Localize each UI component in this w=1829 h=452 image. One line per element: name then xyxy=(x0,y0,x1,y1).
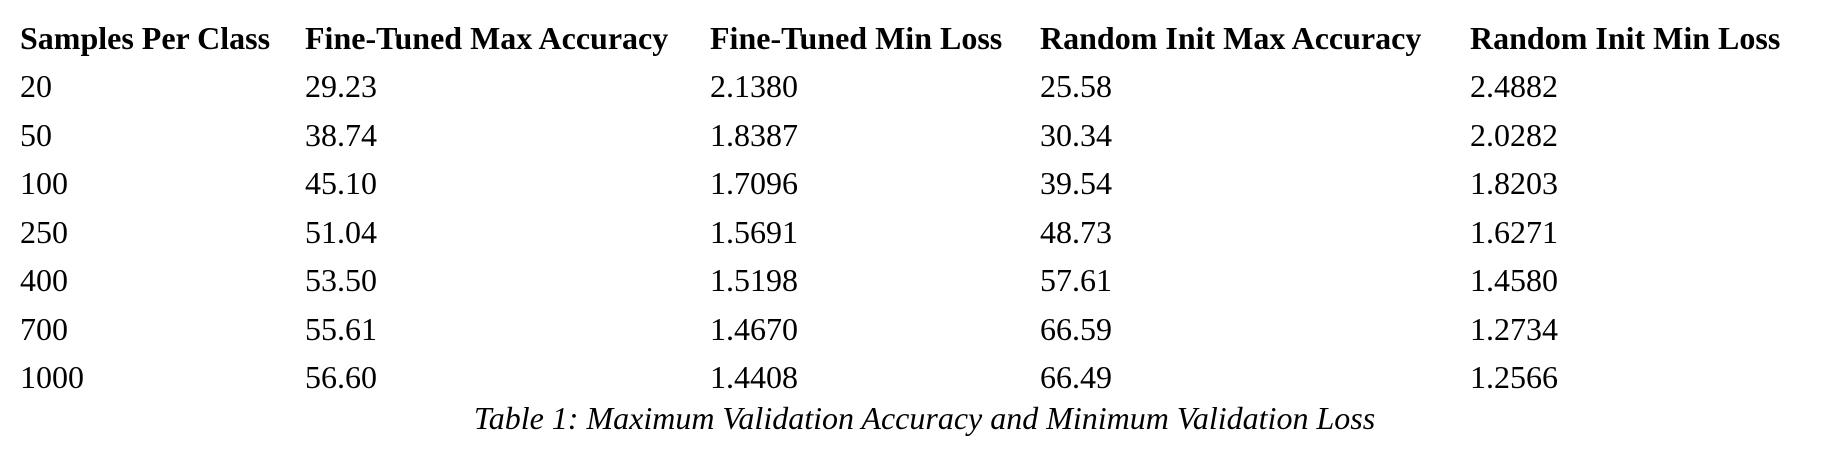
cell-ri-min-loss: 1.2734 xyxy=(1470,310,1558,347)
cell-ri-max-accuracy: 57.61 xyxy=(1040,262,1112,299)
cell-samples: 400 xyxy=(20,262,68,299)
cell-ri-max-accuracy: 66.59 xyxy=(1040,310,1112,347)
cell-ri-min-loss: 2.4882 xyxy=(1470,68,1558,105)
table-caption: Table 1: Maximum Validation Accuracy and… xyxy=(473,400,1376,436)
cell-ri-max-accuracy: 66.49 xyxy=(1040,359,1112,396)
cell-ri-max-accuracy: 48.73 xyxy=(1040,213,1112,250)
cell-ft-max-accuracy: 53.50 xyxy=(305,262,377,299)
cell-ft-min-loss: 1.8387 xyxy=(710,116,798,153)
cell-ft-max-accuracy: 38.74 xyxy=(305,116,377,153)
cell-samples: 20 xyxy=(20,68,52,105)
header-fine-tuned-min-loss: Fine-Tuned Min Loss xyxy=(710,20,1003,56)
cell-ft-min-loss: 1.4408 xyxy=(710,359,798,396)
cell-ri-min-loss: 1.2566 xyxy=(1470,359,1558,396)
results-table: Samples Per Class Fine-Tuned Max Accurac… xyxy=(20,14,1810,402)
table-row: 700 55.61 1.4670 66.59 1.2734 xyxy=(20,305,1810,354)
table-row: 20 29.23 2.1380 25.58 2.4882 xyxy=(20,62,1810,111)
header-fine-tuned-max-accuracy: Fine-Tuned Max Accuracy xyxy=(305,20,669,56)
cell-samples: 50 xyxy=(20,116,52,153)
cell-ft-max-accuracy: 29.23 xyxy=(305,68,377,105)
cell-samples: 250 xyxy=(20,213,68,250)
cell-ft-min-loss: 1.5691 xyxy=(710,213,798,250)
cell-ri-min-loss: 1.4580 xyxy=(1470,262,1558,299)
cell-ft-max-accuracy: 45.10 xyxy=(305,165,377,202)
table-row: 400 53.50 1.5198 57.61 1.4580 xyxy=(20,256,1810,305)
cell-samples: 700 xyxy=(20,310,68,347)
header-row: Samples Per Class Fine-Tuned Max Accurac… xyxy=(20,14,1810,62)
table-row: 1000 56.60 1.4408 66.49 1.2566 xyxy=(20,353,1810,402)
table-row: 100 45.10 1.7096 39.54 1.8203 xyxy=(20,159,1810,208)
cell-ri-max-accuracy: 39.54 xyxy=(1040,165,1112,202)
cell-ft-min-loss: 2.1380 xyxy=(710,68,798,105)
table-row: 50 38.74 1.8387 30.34 2.0282 xyxy=(20,111,1810,160)
header-samples-per-class: Samples Per Class xyxy=(20,20,271,56)
table-body: 20 29.23 2.1380 25.58 2.4882 50 38.74 1.… xyxy=(20,62,1810,402)
cell-ri-min-loss: 1.6271 xyxy=(1470,213,1558,250)
cell-ri-min-loss: 2.0282 xyxy=(1470,116,1558,153)
table-header: Samples Per Class Fine-Tuned Max Accurac… xyxy=(20,14,1810,62)
cell-ri-min-loss: 1.8203 xyxy=(1470,165,1558,202)
cell-samples: 1000 xyxy=(20,359,84,396)
header-random-init-max-accuracy: Random Init Max Accuracy xyxy=(1040,20,1422,56)
cell-ft-min-loss: 1.5198 xyxy=(710,262,798,299)
header-random-init-min-loss: Random Init Min Loss xyxy=(1470,20,1781,56)
cell-ft-min-loss: 1.7096 xyxy=(710,165,798,202)
cell-samples: 100 xyxy=(20,165,68,202)
cell-ri-max-accuracy: 25.58 xyxy=(1040,68,1112,105)
cell-ft-max-accuracy: 51.04 xyxy=(305,213,377,250)
cell-ft-max-accuracy: 55.61 xyxy=(305,310,377,347)
cell-ft-max-accuracy: 56.60 xyxy=(305,359,377,396)
table-row: 250 51.04 1.5691 48.73 1.6271 xyxy=(20,208,1810,257)
cell-ri-max-accuracy: 30.34 xyxy=(1040,116,1112,153)
cell-ft-min-loss: 1.4670 xyxy=(710,310,798,347)
